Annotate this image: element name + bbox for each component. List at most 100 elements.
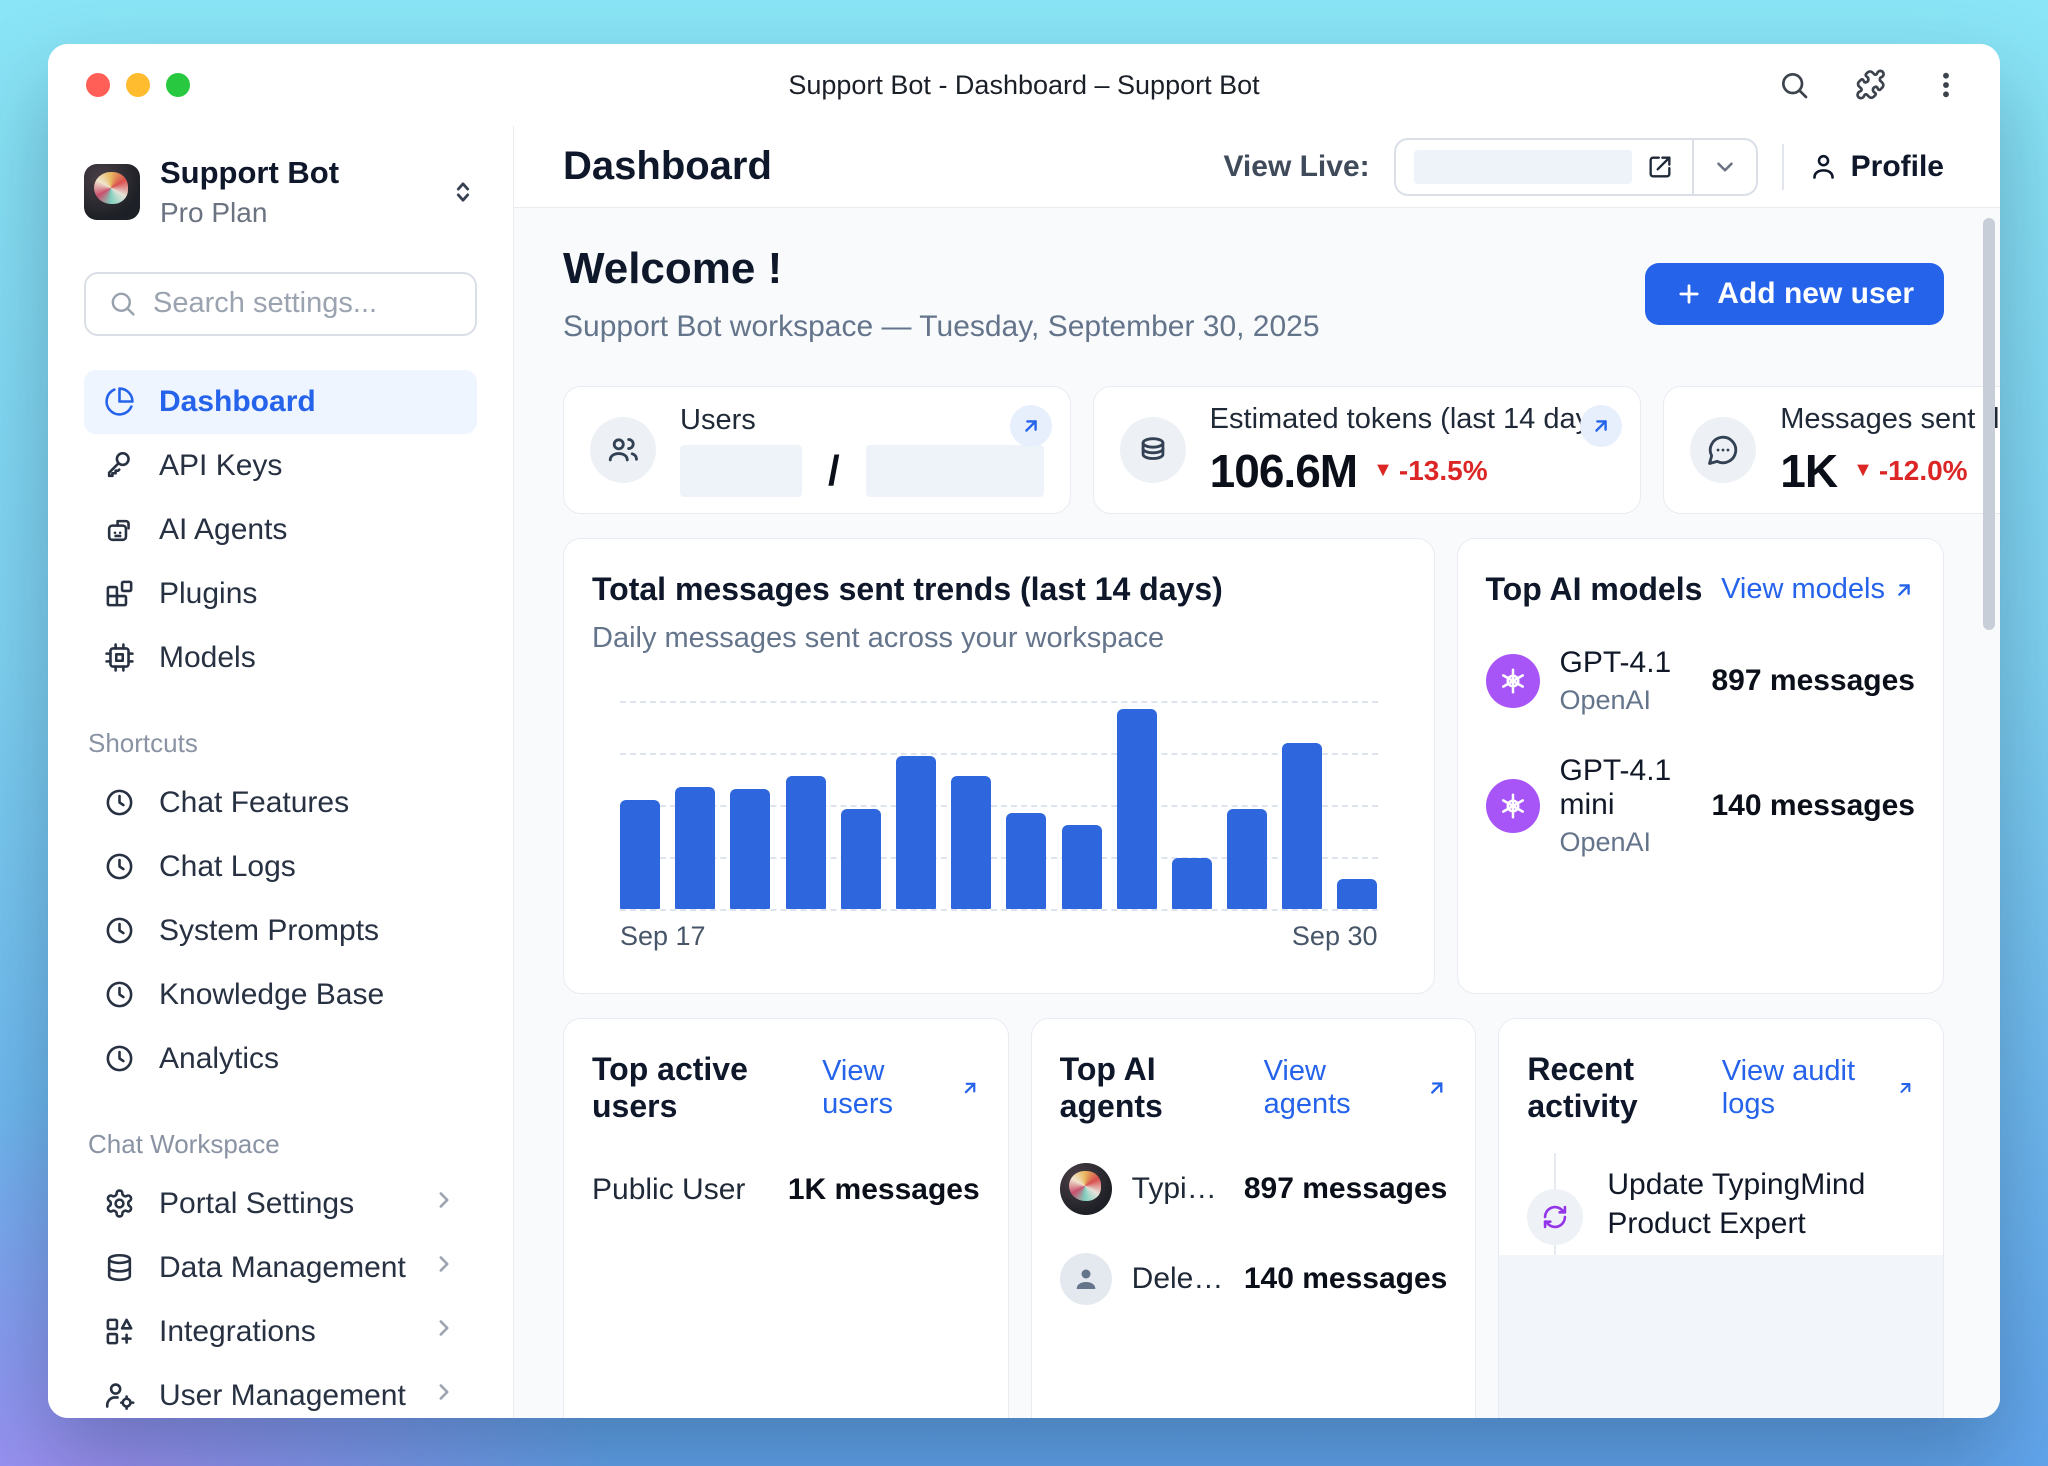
view-live-url-redacted <box>1413 149 1632 184</box>
view-audit-logs-link[interactable]: View audit logs <box>1722 1055 1915 1121</box>
bar-sep-28 <box>1227 808 1268 909</box>
openai-logo-icon <box>1485 779 1540 833</box>
sidebar-item-api-keys[interactable]: API Keys <box>84 434 477 498</box>
pie-chart-icon <box>105 387 134 416</box>
external-link-icon <box>1649 156 1671 177</box>
sidebar-item-label: Integrations <box>159 1314 316 1348</box>
sidebar-item-plugins[interactable]: Plugins <box>84 562 477 626</box>
sidebar-item-analytics[interactable]: Analytics <box>84 1027 477 1091</box>
welcome-heading: Welcome ! <box>563 244 783 293</box>
model-provider: OpenAI <box>1559 827 1652 857</box>
gridline <box>620 857 1378 859</box>
workspace-avatar <box>84 163 140 220</box>
recent-activity-card: Recent activity View audit logs <box>1498 1018 1945 1418</box>
open-users-button[interactable] <box>1009 405 1052 447</box>
user-gear-icon <box>105 1383 135 1411</box>
workspace-switcher[interactable]: Support Bot Pro Plan <box>84 154 477 230</box>
bar-sep-26 <box>1116 708 1157 909</box>
chart-subtitle: Daily messages sent across your workspac… <box>592 622 1165 654</box>
chat-bubble-icon <box>1690 417 1757 483</box>
model-row: GPT-4.1 mini OpenAI 140 messages <box>1485 754 1915 858</box>
view-live-dropdown-button[interactable] <box>1694 140 1756 194</box>
profile-label: Profile <box>1850 149 1944 183</box>
add-new-user-button[interactable]: Add new user <box>1645 263 1944 325</box>
workspace-name: Support Bot <box>160 155 340 190</box>
dashboard-content: Welcome ! Support Bot workspace — Tuesda… <box>514 208 2000 1418</box>
clock-icon <box>106 981 133 1008</box>
sidebar-item-knowledge-base[interactable]: Knowledge Base <box>84 963 477 1027</box>
view-agents-link[interactable]: View agents <box>1264 1055 1448 1121</box>
bar-sep-29 <box>1282 742 1323 909</box>
sidebar-item-chat-logs[interactable]: Chat Logs <box>84 835 477 899</box>
chevron-up-down-icon[interactable] <box>449 178 477 206</box>
bar-sep-27 <box>1171 858 1212 909</box>
extensions-puzzle-icon[interactable] <box>1854 69 1886 101</box>
close-window-button[interactable] <box>86 73 110 97</box>
stat-label: Estimated tokens (last 14 days) <box>1209 402 1615 435</box>
sidebar-shortcuts-nav: Chat Features Chat Logs System Prompts K… <box>84 771 477 1091</box>
search-settings-input[interactable] <box>153 287 453 321</box>
users-icon <box>590 417 656 483</box>
sidebar-item-system-prompts[interactable]: System Prompts <box>84 899 477 963</box>
cpu-icon <box>105 643 134 672</box>
workspace-plan-badge: Pro Plan <box>160 196 268 228</box>
sidebar-item-label: System Prompts <box>159 913 380 947</box>
person-icon <box>1076 1269 1096 1289</box>
sidebar-item-label: API Keys <box>159 448 283 482</box>
sidebar-item-integrations[interactable]: Integrations <box>84 1300 477 1364</box>
bar-sep-18 <box>675 786 716 909</box>
chevron-right-icon <box>431 1187 457 1221</box>
clock-icon <box>106 853 133 880</box>
app-window: Support Bot - Dashboard – Support Bot <box>48 44 2000 1418</box>
stat-delta-negative: ▼ -13.5% <box>1373 454 1488 486</box>
chevron-right-icon <box>431 1315 457 1349</box>
trend-down-icon: ▼ <box>1373 459 1393 481</box>
welcome-subheading: Support Bot workspace — Tuesday, Septemb… <box>563 310 1320 343</box>
view-models-link[interactable]: View models <box>1721 573 1915 606</box>
sidebar-item-chat-features[interactable]: Chat Features <box>84 771 477 835</box>
agent-row: TypingMind Pro... 897 messages <box>1059 1163 1447 1215</box>
profile-button[interactable]: Profile <box>1808 150 1944 184</box>
chat-workspace-section-label: Chat Workspace <box>88 1128 280 1159</box>
bar-sep-30 <box>1337 879 1378 909</box>
titlebar: Support Bot - Dashboard – Support Bot <box>48 44 2000 126</box>
search-icon <box>111 292 135 316</box>
browser-menu-kebab-icon[interactable] <box>1930 69 1962 101</box>
sidebar-workspace-nav: Portal Settings Data Management Integrat… <box>84 1172 477 1418</box>
shapes-icon <box>106 1318 133 1345</box>
shortcuts-section-label: Shortcuts <box>88 727 198 758</box>
chevron-right-icon <box>431 1379 457 1413</box>
x-axis-start-label: Sep 17 <box>620 921 706 951</box>
bar-chart-plot <box>620 701 1378 911</box>
sidebar-item-user-management[interactable]: User Management <box>84 1364 477 1418</box>
page-title: Dashboard <box>563 144 772 188</box>
model-name: GPT-4.1 mini <box>1559 754 1672 821</box>
zoom-window-button[interactable] <box>166 73 190 97</box>
minimize-window-button[interactable] <box>126 73 150 97</box>
view-users-link[interactable]: View users <box>822 1055 980 1121</box>
vertical-scrollbar[interactable] <box>1983 218 1995 630</box>
card-title: Top active users <box>592 1051 748 1124</box>
view-live-label: View Live: <box>1223 149 1370 183</box>
tokens-stat-card: Estimated tokens (last 14 days) 106.6M ▼… <box>1092 386 1642 514</box>
open-tokens-button[interactable] <box>1580 405 1623 447</box>
sidebar-item-ai-agents[interactable]: AI Agents <box>84 498 477 562</box>
view-live-link[interactable] <box>1396 140 1692 194</box>
stat-value: 106.6M <box>1209 444 1358 497</box>
top-ai-agents-card: Top AI agents View agents TypingMind Pro… <box>1030 1018 1477 1418</box>
sidebar-item-label: Plugins <box>159 576 258 610</box>
user-name: Public User <box>592 1173 746 1206</box>
sidebar-item-label: Dashboard <box>159 384 316 418</box>
arrow-up-right-icon <box>1595 420 1608 432</box>
sidebar-item-portal-settings[interactable]: Portal Settings <box>84 1172 477 1236</box>
settings-search[interactable] <box>84 271 477 336</box>
gridline <box>620 753 1378 755</box>
sidebar-item-data-management[interactable]: Data Management <box>84 1236 477 1300</box>
view-live-control[interactable] <box>1393 137 1758 196</box>
search-icon[interactable] <box>1778 69 1810 101</box>
agent-name: TypingMind Pro... <box>1131 1172 1224 1205</box>
sidebar-item-dashboard[interactable]: Dashboard <box>84 369 477 434</box>
sidebar-item-models[interactable]: Models <box>84 626 477 690</box>
trend-down-icon: ▼ <box>1853 459 1873 481</box>
